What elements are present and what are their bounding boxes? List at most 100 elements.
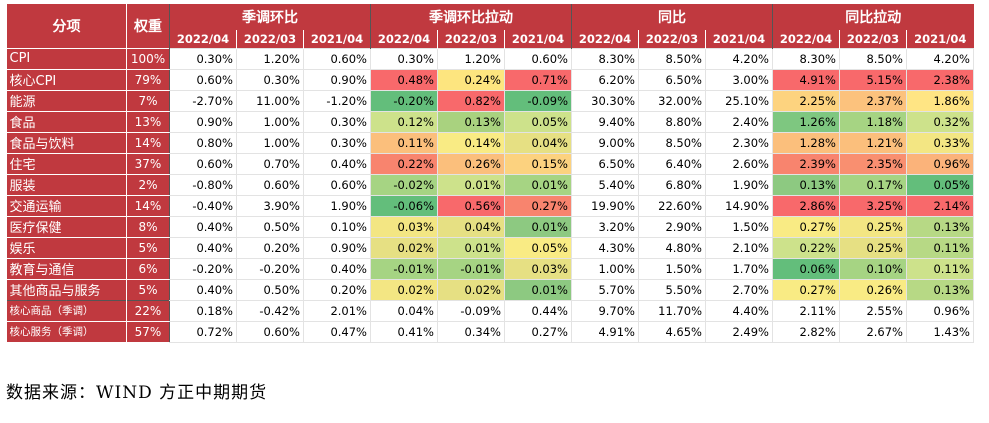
- row-weight: 6%: [126, 257, 170, 279]
- row-weight: 100%: [126, 47, 170, 69]
- weight-header: 权重: [126, 4, 170, 48]
- value-cell: 22.60%: [638, 194, 706, 217]
- table-row: 核心CPI 79% 0.60% 0.30% 0.90% 0.48% 0.24% 0.71% 6.…: [6, 68, 974, 91]
- value-cell: 2.39%: [772, 152, 840, 175]
- group-header-yoy: 同比: [571, 4, 773, 30]
- value-cell: 0.32%: [906, 110, 974, 133]
- period-header: 2022/04: [772, 30, 840, 48]
- value-cell: -0.06%: [370, 194, 438, 217]
- table-row: 其他商品与服务 5% 0.40% 0.50% 0.20% 0.02% 0.02% 0.01% 5…: [6, 278, 974, 301]
- value-cell: 2.01%: [303, 299, 371, 322]
- value-cell: 2.70%: [705, 278, 773, 301]
- value-cell: 3.25%: [839, 194, 907, 217]
- value-cell: 0.96%: [906, 299, 974, 322]
- table-row: 核心商品（季调） 22% 0.18% -0.42% 2.01% 0.04% -0.09% 0.…: [6, 299, 974, 322]
- value-cell: -0.09%: [437, 299, 505, 322]
- value-cell: 0.50%: [236, 215, 304, 238]
- period-header: 2022/03: [236, 30, 304, 48]
- value-cell: 0.60%: [236, 173, 304, 196]
- value-cell: 2.38%: [906, 68, 974, 91]
- value-cell: 1.20%: [437, 47, 505, 70]
- value-cell: 0.44%: [504, 299, 572, 322]
- row-label: 住宅: [6, 152, 127, 174]
- value-cell: 0.40%: [169, 236, 237, 259]
- row-weight: 22%: [126, 299, 170, 321]
- value-cell: 2.40%: [705, 110, 773, 133]
- value-cell: -2.70%: [169, 89, 237, 112]
- table-row: 核心服务（季调） 57% 0.72% 0.60% 0.47% 0.41% 0.34% 0.27…: [6, 320, 974, 343]
- value-cell: 0.90%: [303, 68, 371, 91]
- value-cell: 0.02%: [370, 278, 438, 301]
- value-cell: 2.10%: [705, 236, 773, 259]
- value-cell: 0.30%: [169, 47, 237, 70]
- value-cell: -0.42%: [236, 299, 304, 322]
- value-cell: 0.30%: [236, 68, 304, 91]
- row-label: 教育与通信: [6, 257, 127, 279]
- value-cell: 8.50%: [638, 47, 706, 70]
- value-cell: 0.90%: [169, 110, 237, 133]
- value-cell: 0.80%: [169, 131, 237, 154]
- value-cell: 0.06%: [772, 257, 840, 280]
- table-row: 食品 13% 0.90% 1.00% 0.30% 0.12% 0.13% 0.05% 9.40%…: [6, 110, 974, 133]
- value-cell: 5.15%: [839, 68, 907, 91]
- value-cell: 1.43%: [906, 320, 974, 343]
- value-cell: 5.50%: [638, 278, 706, 301]
- value-cell: 0.10%: [839, 257, 907, 280]
- value-cell: 4.80%: [638, 236, 706, 259]
- value-cell: 8.30%: [571, 47, 639, 70]
- value-cell: 4.91%: [772, 68, 840, 91]
- value-cell: 8.80%: [638, 110, 706, 133]
- row-label: 食品: [6, 110, 127, 132]
- value-cell: 3.00%: [705, 68, 773, 91]
- value-cell: 14.90%: [705, 194, 773, 217]
- value-cell: 8.30%: [772, 47, 840, 70]
- value-cell: 2.67%: [839, 320, 907, 343]
- row-label: 能源: [6, 89, 127, 111]
- period-header: 2021/04: [705, 30, 773, 48]
- value-cell: 3.20%: [571, 215, 639, 238]
- value-cell: 1.50%: [705, 215, 773, 238]
- value-cell: 1.70%: [705, 257, 773, 280]
- row-label: 娱乐: [6, 236, 127, 258]
- value-cell: -0.02%: [370, 173, 438, 196]
- value-cell: 1.90%: [303, 194, 371, 217]
- row-weight: 14%: [126, 131, 170, 153]
- value-cell: 1.50%: [638, 257, 706, 280]
- value-cell: 5.40%: [571, 173, 639, 196]
- row-weight: 79%: [126, 68, 170, 90]
- value-cell: 0.27%: [504, 194, 572, 217]
- value-cell: 0.10%: [303, 215, 371, 238]
- table-row: 服装 2% -0.80% 0.60% 0.60% -0.02% 0.01% 0.01% 5.40…: [6, 173, 974, 196]
- value-cell: 0.03%: [504, 257, 572, 280]
- row-weight: 8%: [126, 215, 170, 237]
- value-cell: 0.20%: [303, 278, 371, 301]
- value-cell: 0.30%: [303, 131, 371, 154]
- table-row: 教育与通信 6% -0.20% -0.20% 0.40% -0.01% -0.01% 0.03…: [6, 257, 974, 280]
- row-weight: 13%: [126, 110, 170, 132]
- value-cell: 6.80%: [638, 173, 706, 196]
- period-header: 2021/04: [504, 30, 572, 48]
- value-cell: 0.05%: [504, 110, 572, 133]
- value-cell: 0.96%: [906, 152, 974, 175]
- row-weight: 14%: [126, 194, 170, 216]
- value-cell: -0.20%: [236, 257, 304, 280]
- table-row: 食品与饮料 14% 0.80% 1.00% 0.30% 0.11% 0.14% 0.04% 9.…: [6, 131, 974, 154]
- header-row-groups: 分项 权重 季调环比 季调环比拉动 同比 同比拉动: [6, 4, 974, 48]
- row-label: 交通运输: [6, 194, 127, 216]
- value-cell: 0.01%: [504, 278, 572, 301]
- value-cell: 32.00%: [638, 89, 706, 112]
- value-cell: 1.00%: [236, 131, 304, 154]
- row-weight: 37%: [126, 152, 170, 174]
- value-cell: 0.05%: [906, 173, 974, 196]
- value-cell: 4.65%: [638, 320, 706, 343]
- value-cell: 8.50%: [638, 131, 706, 154]
- value-cell: 0.25%: [839, 236, 907, 259]
- value-cell: 0.26%: [839, 278, 907, 301]
- value-cell: 6.50%: [638, 68, 706, 91]
- value-cell: 4.20%: [906, 47, 974, 70]
- cpi-breakdown-table: 分项 权重 季调环比 季调环比拉动 同比 同比拉动 2022/04 2022/03…: [6, 4, 974, 343]
- value-cell: 1.20%: [236, 47, 304, 70]
- value-cell: 1.18%: [839, 110, 907, 133]
- value-cell: 8.50%: [839, 47, 907, 70]
- group-header-qoq: 季调环比: [169, 4, 371, 30]
